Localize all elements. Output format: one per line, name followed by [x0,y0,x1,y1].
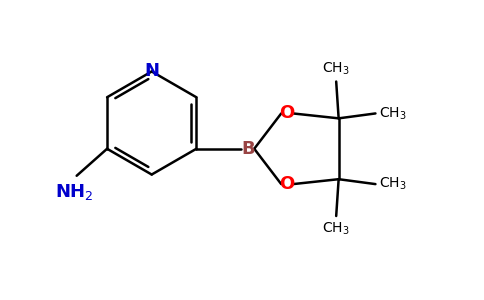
Text: CH$_3$: CH$_3$ [379,176,407,192]
Text: O: O [279,104,295,122]
Text: NH$_2$: NH$_2$ [55,182,93,202]
Text: CH$_3$: CH$_3$ [379,105,407,122]
Text: O: O [279,175,295,193]
Text: CH$_3$: CH$_3$ [322,221,350,237]
Text: N: N [144,62,159,80]
Text: CH$_3$: CH$_3$ [322,60,350,76]
Text: B: B [241,140,255,158]
